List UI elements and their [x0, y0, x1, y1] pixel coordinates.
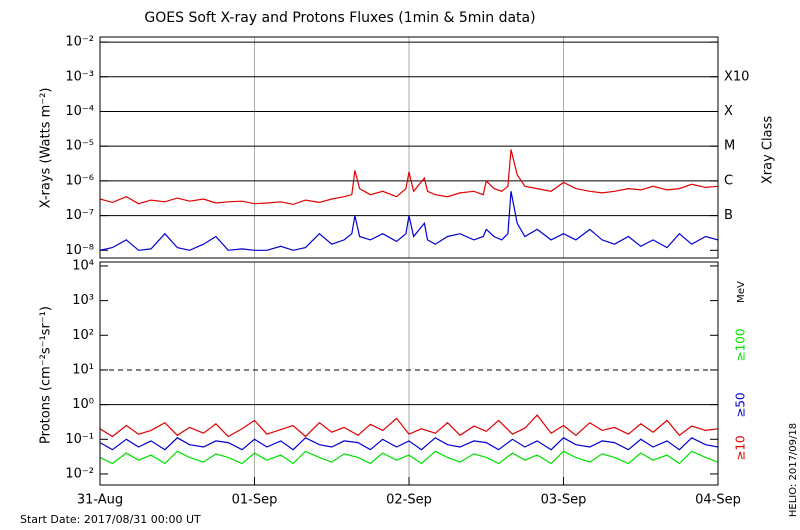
- series-line: [100, 149, 718, 206]
- start-date: Start Date: 2017/08/31 00:00 UT: [20, 513, 201, 526]
- x-tick-label: 04-Sep: [695, 493, 741, 508]
- y-tick-label: 10⁻³: [65, 69, 94, 84]
- series-line: [100, 414, 718, 438]
- class-label: C: [724, 173, 733, 188]
- x-tick-label: 31-Aug: [77, 493, 123, 508]
- class-label: X10: [724, 69, 749, 84]
- class-label: M: [724, 139, 735, 154]
- x-tick-label: 02-Sep: [386, 493, 432, 508]
- y-axis-label: Protons (cm⁻²s⁻¹sr⁻¹): [39, 306, 54, 444]
- y-tick-label: 10⁻⁷: [65, 208, 94, 223]
- y-axis-label: X-rays (Watts m⁻²): [39, 88, 54, 209]
- credit: HELIO: 2017/09/18: [788, 423, 799, 517]
- right-axis-label: Xray Class: [761, 116, 776, 184]
- legend-entry: ≥10: [734, 435, 748, 460]
- y-tick-label: 10⁻¹: [65, 432, 94, 447]
- series-line: [100, 450, 718, 465]
- series-line: [100, 437, 718, 451]
- legend-entry: ≥50: [734, 392, 748, 417]
- y-tick-label: 10³: [72, 293, 94, 308]
- legend-title: MeV: [736, 281, 747, 303]
- y-tick-label: 10¹: [72, 362, 94, 377]
- y-tick-label: 10⁻⁴: [65, 104, 94, 119]
- y-tick-label: 10²: [72, 328, 94, 343]
- y-tick-label: 10⁻²: [65, 35, 94, 50]
- y-tick-label: 10⁻⁵: [65, 139, 94, 154]
- y-tick-label: 10⁻²: [65, 466, 94, 481]
- y-tick-label: 10⁴: [72, 258, 94, 273]
- series-line: [100, 191, 718, 251]
- x-tick-label: 03-Sep: [541, 493, 587, 508]
- x-tick-label: 01-Sep: [232, 493, 278, 508]
- y-tick-label: 10⁰: [72, 397, 94, 412]
- plot-frame: [99, 36, 719, 259]
- y-tick-label: 10⁻⁸: [65, 243, 94, 258]
- chart-title: GOES Soft X-ray and Protons Fluxes (1min…: [144, 10, 535, 26]
- class-label: X: [724, 104, 733, 119]
- y-tick-label: 10⁻⁶: [65, 173, 94, 188]
- class-label: B: [724, 208, 733, 223]
- legend-entry: ≥100: [734, 329, 748, 362]
